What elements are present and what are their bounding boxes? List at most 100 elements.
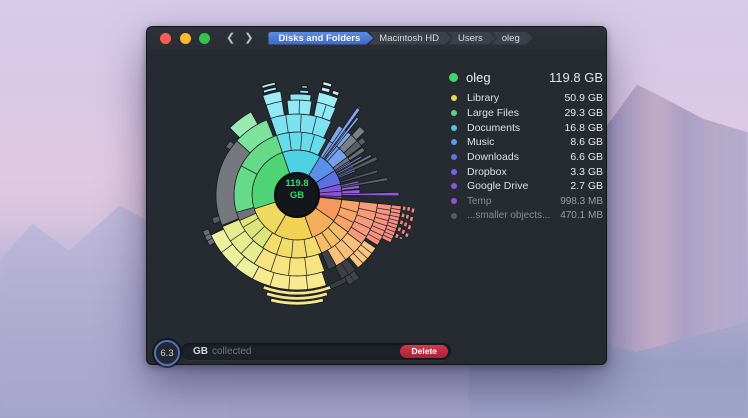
legend-row[interactable]: Dropbox 3.3 GB (446, 164, 603, 179)
segment-divider (288, 132, 292, 151)
sunburst-segment[interactable] (210, 228, 260, 280)
sunburst-segment[interactable] (356, 104, 363, 111)
breadcrumb: Disks and Folders Macintosh HD Users oleg (268, 32, 532, 45)
legend-value: 470.1 MB (560, 210, 603, 222)
segment-divider (389, 214, 400, 218)
segment-divider (303, 239, 308, 258)
sunburst-segment[interactable] (323, 116, 360, 161)
segment-divider (334, 245, 347, 260)
segment-divider (240, 165, 258, 175)
legend-label: Music (467, 136, 495, 149)
segment-divider (311, 116, 317, 134)
sunburst-segment[interactable] (400, 228, 406, 235)
zoom-button[interactable] (199, 32, 210, 44)
breadcrumb-item-disks-and-folders[interactable]: Disks and Folders (268, 32, 373, 45)
sunburst-segment[interactable] (320, 86, 332, 94)
sunburst-segment[interactable] (399, 219, 404, 226)
legend-label: Documents (467, 121, 521, 134)
legend-header-row[interactable]: oleg 119.8 GB (446, 66, 603, 88)
legend-label: Google Drive (467, 180, 529, 193)
sunburst-segment[interactable] (335, 153, 373, 176)
sunburst-segment[interactable] (225, 140, 235, 151)
sunburst-chart[interactable] (147, 27, 608, 365)
legend-value: 3.3 GB (570, 165, 603, 178)
segment-divider (235, 256, 245, 268)
sunburst-segment[interactable] (265, 291, 329, 301)
sunburst-segment[interactable] (351, 125, 366, 141)
sunburst-segment[interactable] (336, 155, 379, 178)
segment-divider (337, 214, 354, 223)
sunburst-segment[interactable] (397, 226, 402, 233)
breadcrumb-item-macintosh-hd[interactable]: Macintosh HD (369, 32, 452, 45)
forward-button[interactable]: ❯ (244, 31, 254, 44)
segment-divider (384, 231, 394, 237)
back-button[interactable]: ❮ (226, 31, 236, 44)
delete-button[interactable]: Delete (400, 344, 448, 358)
sunburst-segment[interactable] (341, 191, 400, 197)
segment-divider (321, 232, 332, 248)
titlebar[interactable]: ❮ ❯ Disks and Folders Macintosh HD Users ol… (147, 27, 606, 49)
sunburst-segment[interactable] (410, 207, 416, 214)
sunburst-segment[interactable] (269, 297, 325, 306)
legend-value: 119.8 GB (549, 69, 603, 85)
segment-divider (251, 225, 265, 240)
sunburst-segment[interactable] (394, 233, 400, 239)
segment-divider (360, 244, 373, 254)
sunburst-segment[interactable] (400, 212, 406, 219)
sunburst-segment[interactable] (211, 215, 221, 225)
legend-row[interactable]: Google Drive 2.7 GB (446, 179, 603, 194)
sunburst-segment[interactable] (409, 216, 414, 222)
sunburst-segment[interactable] (339, 169, 379, 184)
sunburst-segment[interactable] (398, 236, 404, 240)
segment-divider (240, 240, 254, 254)
segment-divider (321, 104, 327, 119)
sunburst-segment[interactable] (229, 111, 259, 139)
sunburst-segment[interactable] (316, 91, 339, 109)
sunburst-segment[interactable] (406, 206, 411, 212)
segment-divider (356, 248, 368, 259)
sunburst-segment[interactable] (405, 213, 410, 220)
sunburst-segment[interactable] (262, 285, 332, 296)
minimize-button[interactable] (179, 32, 191, 44)
close-button[interactable] (160, 32, 171, 44)
sunburst-segment[interactable] (357, 136, 367, 147)
legend-row[interactable]: Downloads 6.6 GB (446, 150, 603, 165)
legend-color-dot (451, 139, 457, 146)
sunburst-segment[interactable] (347, 146, 366, 162)
legend-label: Temp (467, 195, 492, 207)
collector-slot[interactable]: GB collected Delete (181, 342, 451, 360)
sunburst-segment[interactable] (301, 85, 309, 90)
sunburst-segment[interactable] (262, 90, 283, 106)
legend-color-dot (451, 168, 457, 175)
sunburst-hub[interactable] (274, 172, 320, 218)
segment-divider (352, 252, 364, 264)
sunburst-segment[interactable] (407, 224, 412, 231)
legend-row[interactable]: Library 50.9 GB (446, 91, 603, 106)
segment-divider (350, 226, 367, 237)
legend-row[interactable]: ...smaller objects... 470.1 MB (446, 209, 603, 224)
sunburst-segment[interactable] (299, 89, 310, 95)
legend-row[interactable]: Large Files 29.3 GB (446, 106, 603, 121)
sunburst-segment[interactable] (260, 81, 277, 90)
breadcrumb-item-oleg[interactable]: oleg (492, 32, 533, 45)
sunburst-segment[interactable] (403, 221, 408, 228)
legend-row[interactable]: Temp 998.3 MB (446, 194, 603, 209)
breadcrumb-item-users[interactable]: Users (448, 32, 496, 45)
sunburst-segment[interactable] (381, 204, 402, 244)
sunburst-segment[interactable] (402, 205, 407, 211)
sunburst-segment[interactable] (262, 86, 278, 94)
sunburst-segment[interactable] (321, 249, 337, 271)
segment-divider (221, 243, 233, 253)
sunburst-segment[interactable] (340, 177, 389, 189)
sunburst-segment[interactable] (289, 93, 312, 102)
sunburst-segment[interactable] (334, 155, 363, 173)
legend-row[interactable]: Documents 16.8 GB (446, 120, 603, 135)
segment-divider (383, 234, 393, 240)
legend-row[interactable]: Music 8.6 GB (446, 135, 603, 150)
sunburst-segment[interactable] (404, 232, 410, 238)
segment-divider (242, 217, 259, 228)
segment-divider (291, 239, 294, 258)
segment-divider (288, 275, 291, 290)
sunburst-segment[interactable] (321, 80, 333, 88)
sunburst-segment[interactable] (331, 89, 341, 97)
